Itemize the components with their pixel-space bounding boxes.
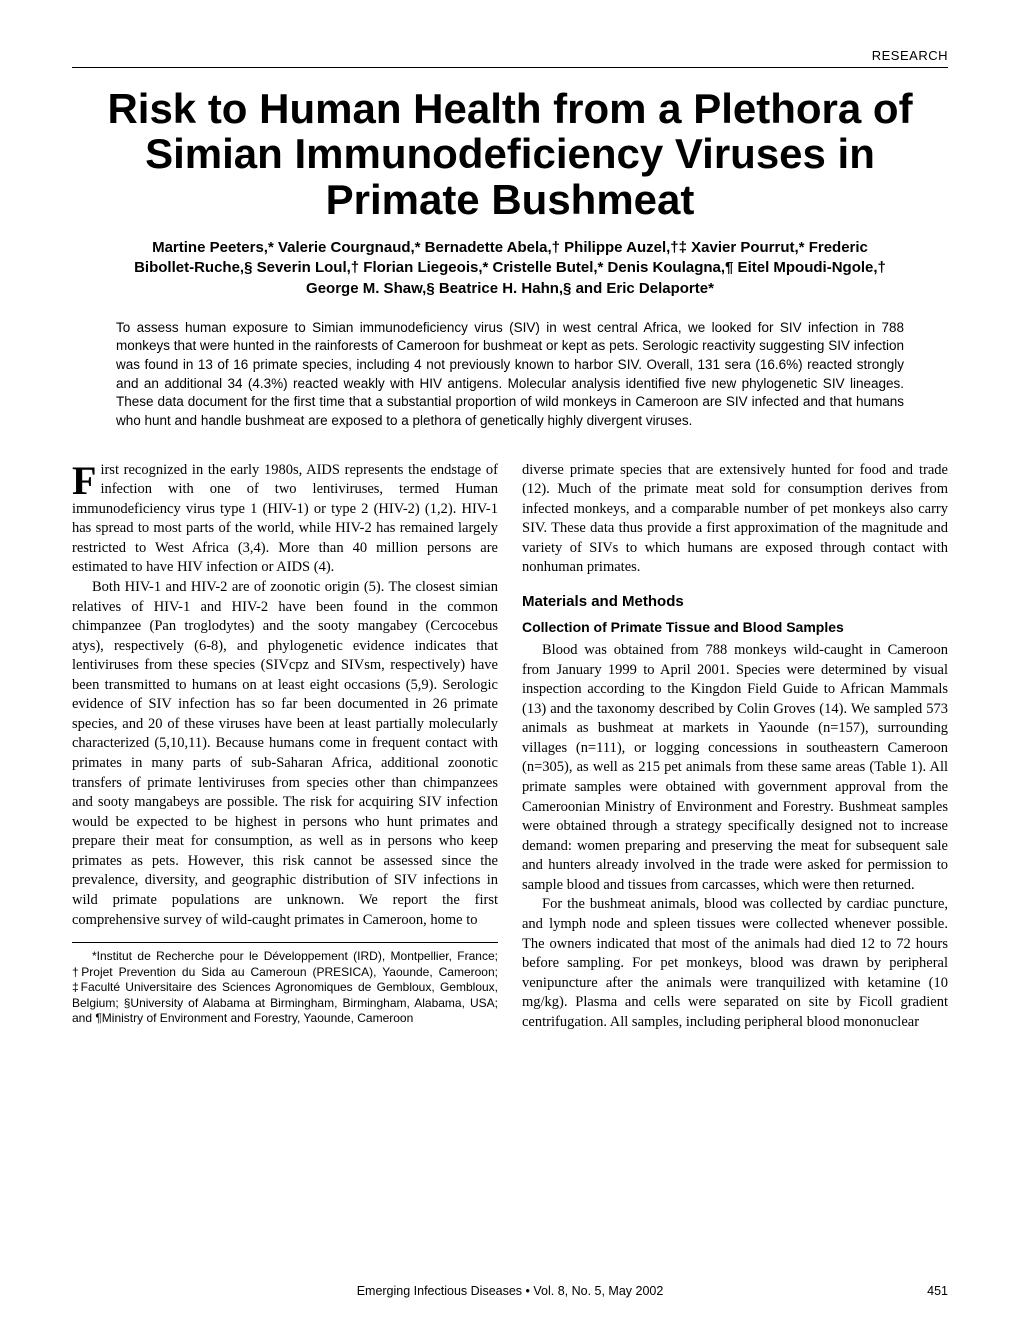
dropcap: F (72, 461, 100, 498)
page-number: 451 (927, 1284, 948, 1298)
section-heading: Materials and Methods (522, 592, 948, 612)
author-list: Martine Peeters,* Valerie Courgnaud,* Be… (122, 238, 898, 299)
top-rule (72, 67, 948, 68)
body-columns: F irst recognized in the early 1980s, AI… (72, 461, 948, 1033)
affiliations-footnote: *Institut de Recherche pour le Développe… (72, 949, 498, 1027)
body-text: irst recognized in the early 1980s, AIDS… (72, 462, 498, 576)
body-paragraph: Both HIV-1 and HIV-2 are of zoonotic ori… (72, 578, 498, 930)
body-paragraph: F irst recognized in the early 1980s, AI… (72, 461, 498, 578)
footnote-rule (72, 942, 498, 943)
page-footer: Emerging Infectious Diseases • Vol. 8, N… (72, 1284, 948, 1298)
body-paragraph: Blood was obtained from 788 monkeys wild… (522, 641, 948, 895)
body-paragraph: diverse primate species that are extensi… (522, 461, 948, 578)
section-label: RESEARCH (72, 48, 948, 63)
body-paragraph: For the bushmeat animals, blood was coll… (522, 895, 948, 1032)
journal-info: Emerging Infectious Diseases • Vol. 8, N… (72, 1284, 948, 1298)
article-title: Risk to Human Health from a Plethora of … (92, 86, 928, 222)
footnote-block: *Institut de Recherche pour le Développe… (72, 942, 498, 1027)
subsection-heading: Collection of Primate Tissue and Blood S… (522, 618, 948, 637)
abstract: To assess human exposure to Simian immun… (116, 319, 904, 431)
